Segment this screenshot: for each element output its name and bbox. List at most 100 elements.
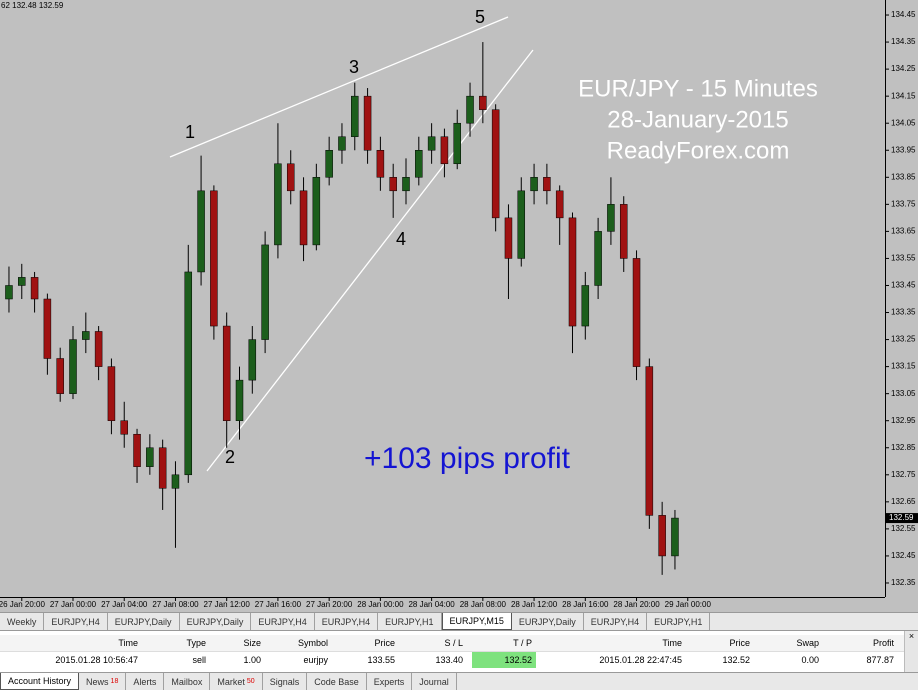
- terminal-tab-label: Mailbox: [171, 676, 203, 687]
- chart-tabs: Weekly EURJPY,H4 EURJPY,Daily EURJPY,Daily E…: [0, 612, 918, 630]
- candle-body: [402, 177, 410, 192]
- chart-tab[interactable]: EURJPY,Daily: [108, 613, 180, 630]
- candle-body: [235, 379, 244, 421]
- terminal-tab-label: Account History: [8, 676, 72, 686]
- candle-body: [581, 285, 590, 327]
- terminal-tab[interactable]: Experts: [367, 673, 413, 690]
- chart-tab[interactable]: EURJPY,H1: [647, 613, 711, 630]
- y-tick-label: 132.75: [891, 470, 916, 479]
- candle-body: [543, 177, 551, 192]
- candle-body: [338, 136, 346, 151]
- y-tick-label: 133.75: [891, 199, 916, 208]
- last-price-label: 132.59: [889, 513, 914, 522]
- terminal-table: Time Type Size Symbol Price S / L T / P Time Pri…: [0, 630, 918, 672]
- candle-body: [312, 177, 321, 246]
- chart-tab[interactable]: EURJPY,Daily: [512, 613, 584, 630]
- column-header: S / L: [444, 638, 463, 648]
- x-tick-label: 28 Jan 04:00: [408, 600, 455, 609]
- y-tick-label: 134.25: [891, 64, 916, 73]
- y-tick-label: 133.95: [891, 145, 916, 154]
- terminal-tab-strip: Account History News 18 Alerts Mailbox Market…: [0, 673, 918, 690]
- x-tick-label: 28 Jan 00:00: [357, 600, 404, 609]
- chart-tab[interactable]: EURJPY,Daily: [180, 613, 252, 630]
- wave-label: 5: [475, 7, 485, 27]
- chart-tab[interactable]: EURJPY,H4: [251, 613, 315, 630]
- candle-body: [645, 366, 654, 516]
- chart-tab[interactable]: EURJPY,M15: [441, 613, 512, 630]
- x-tick-label: 28 Jan 12:00: [511, 600, 558, 609]
- terminal-tab[interactable]: Signals: [263, 673, 308, 690]
- table-cell: 132.52: [722, 655, 750, 665]
- candle-body: [658, 515, 666, 557]
- candle-body: [69, 339, 77, 394]
- x-tick-label: 27 Jan 08:00: [152, 600, 199, 609]
- candle-body: [43, 298, 52, 359]
- terminal-tab[interactable]: Account History: [0, 673, 80, 690]
- chart-background: [0, 0, 918, 612]
- scrollbar[interactable]: ×: [904, 631, 918, 672]
- x-tick-label: 27 Jan 00:00: [50, 600, 97, 609]
- y-tick-label: 134.45: [891, 10, 916, 19]
- x-tick-label: 27 Jan 16:00: [255, 600, 302, 609]
- candle-body: [82, 331, 90, 340]
- column-header: Price: [374, 638, 395, 648]
- candle-body: [274, 163, 282, 246]
- wave-label: 3: [349, 57, 359, 77]
- title-line: 28-January-2015: [607, 106, 788, 133]
- chart: 62 132.48 132.59 134.45 134.35 134.25 134.1…: [0, 0, 918, 612]
- column-header: T / P: [513, 638, 532, 648]
- candle-body: [210, 190, 218, 327]
- terminal-tab[interactable]: News 18: [79, 673, 127, 690]
- candle-body: [466, 95, 474, 124]
- candle-body: [568, 217, 577, 327]
- terminal-tab-label: Journal: [419, 676, 449, 687]
- candle-body: [133, 433, 141, 467]
- candle-body: [146, 447, 154, 467]
- x-tick-label: 28 Jan 20:00: [613, 600, 660, 609]
- candle-body: [440, 136, 449, 165]
- candle-body: [555, 190, 564, 219]
- candle-body: [632, 258, 641, 367]
- candle-body: [30, 277, 39, 300]
- y-tick-label: 134.15: [891, 91, 916, 100]
- terminal-tab-label: Experts: [373, 676, 405, 687]
- chart-tab-strip: Weekly EURJPY,H4 EURJPY,Daily EURJPY,Daily E…: [0, 613, 918, 630]
- wave-label: 2: [225, 447, 235, 467]
- terminal-tab[interactable]: Code Base: [307, 673, 367, 690]
- candle-body: [325, 150, 333, 178]
- column-header: Price: [729, 638, 750, 648]
- terminal-tab[interactable]: Alerts: [126, 673, 165, 690]
- terminal-tab[interactable]: Mailbox: [164, 673, 211, 690]
- candle-body: [619, 204, 628, 259]
- terminal-tab-label: Alerts: [133, 676, 157, 687]
- x-tick-label: 27 Jan 04:00: [101, 600, 148, 609]
- chart-tab[interactable]: EURJPY,H4: [44, 613, 108, 630]
- table-cell: 2015.01.28 10:56:47: [55, 655, 138, 665]
- chart-tab[interactable]: EURJPY,H1: [378, 613, 442, 630]
- last-price-box: [886, 513, 918, 524]
- column-header: Swap: [796, 638, 819, 648]
- table-cell: 1.00: [243, 655, 261, 665]
- x-tick-label: 29 Jan 00:00: [665, 600, 712, 609]
- candle-body: [248, 339, 257, 381]
- table-cell: 132.52: [472, 652, 536, 668]
- chart-tab[interactable]: Weekly: [0, 613, 45, 630]
- chart-tab[interactable]: EURJPY,H4: [584, 613, 648, 630]
- chart-tab[interactable]: EURJPY,H4: [315, 613, 379, 630]
- y-tick-label: 133.85: [891, 172, 916, 181]
- candle-body: [491, 109, 500, 219]
- wave-label: 1: [185, 122, 195, 142]
- candle-body: [18, 277, 26, 286]
- y-tick-label: 133.35: [891, 308, 916, 317]
- terminal-tab[interactable]: Journal: [412, 673, 457, 690]
- y-tick-label: 134.35: [891, 37, 916, 46]
- candle-body: [184, 271, 193, 476]
- wave-label: 4: [396, 229, 406, 249]
- y-tick-label: 133.05: [891, 389, 916, 398]
- trend-line-lower: [206, 49, 534, 472]
- table-cell: eurjpy: [303, 655, 328, 665]
- table-header: Time Type Size Symbol Price S / L T / P Time Pri…: [0, 635, 904, 652]
- x-tick-label: 27 Jan 20:00: [306, 600, 353, 609]
- terminal-tab[interactable]: Market 50: [210, 673, 263, 690]
